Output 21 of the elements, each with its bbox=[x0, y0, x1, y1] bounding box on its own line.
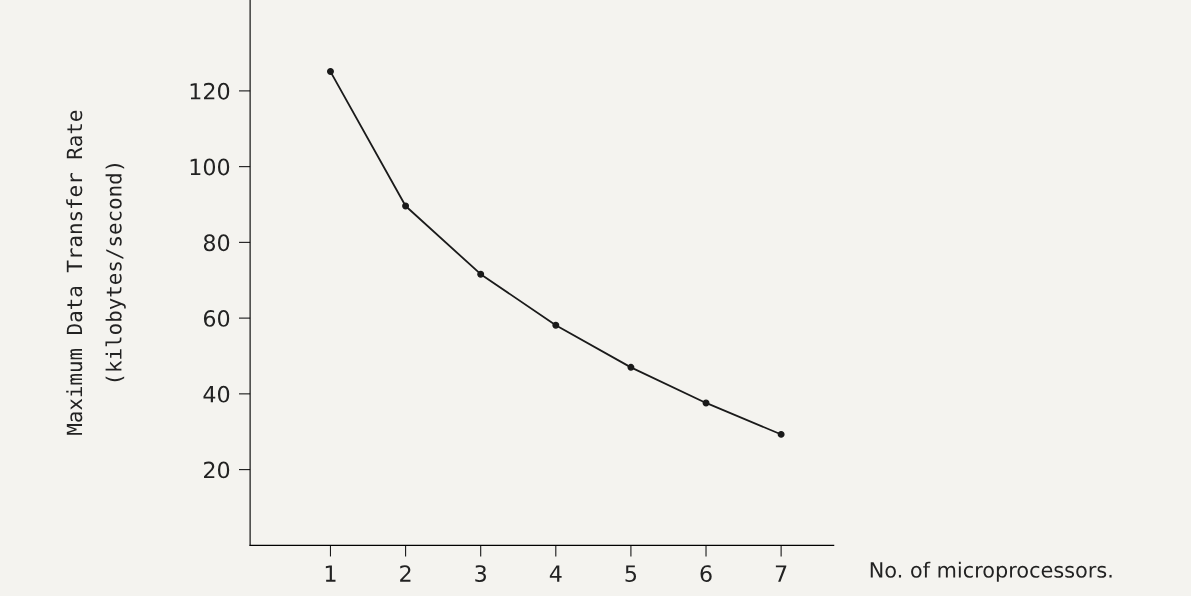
x-tick-label: 2 bbox=[400, 565, 411, 582]
x-tick-label: 7 bbox=[775, 565, 787, 582]
y-tick-label: 120 bbox=[190, 82, 230, 100]
y-axis-title: Maximum Data Transfer Rate (kilobytes/second) bbox=[66, 110, 126, 435]
x-tick-label: 1 bbox=[325, 565, 336, 582]
y-tick-label: 20 bbox=[204, 461, 230, 479]
point bbox=[627, 363, 635, 371]
y-tick-label: 100 bbox=[190, 158, 230, 176]
point bbox=[327, 68, 334, 76]
x-tick-label: 6 bbox=[700, 565, 712, 582]
point bbox=[777, 430, 785, 438]
point bbox=[477, 270, 485, 278]
y-tick-label: 40 bbox=[203, 385, 230, 403]
x-tick-label: 5 bbox=[625, 565, 637, 582]
point bbox=[402, 202, 410, 210]
point bbox=[552, 321, 560, 329]
y-tick-label: 80 bbox=[203, 234, 230, 252]
x-tick-label: 3 bbox=[475, 565, 486, 582]
x-axis-title: No. of microprocessors. bbox=[870, 561, 1112, 582]
y-tick-label: 60 bbox=[203, 310, 230, 327]
x-tick-label: 4 bbox=[549, 565, 562, 582]
